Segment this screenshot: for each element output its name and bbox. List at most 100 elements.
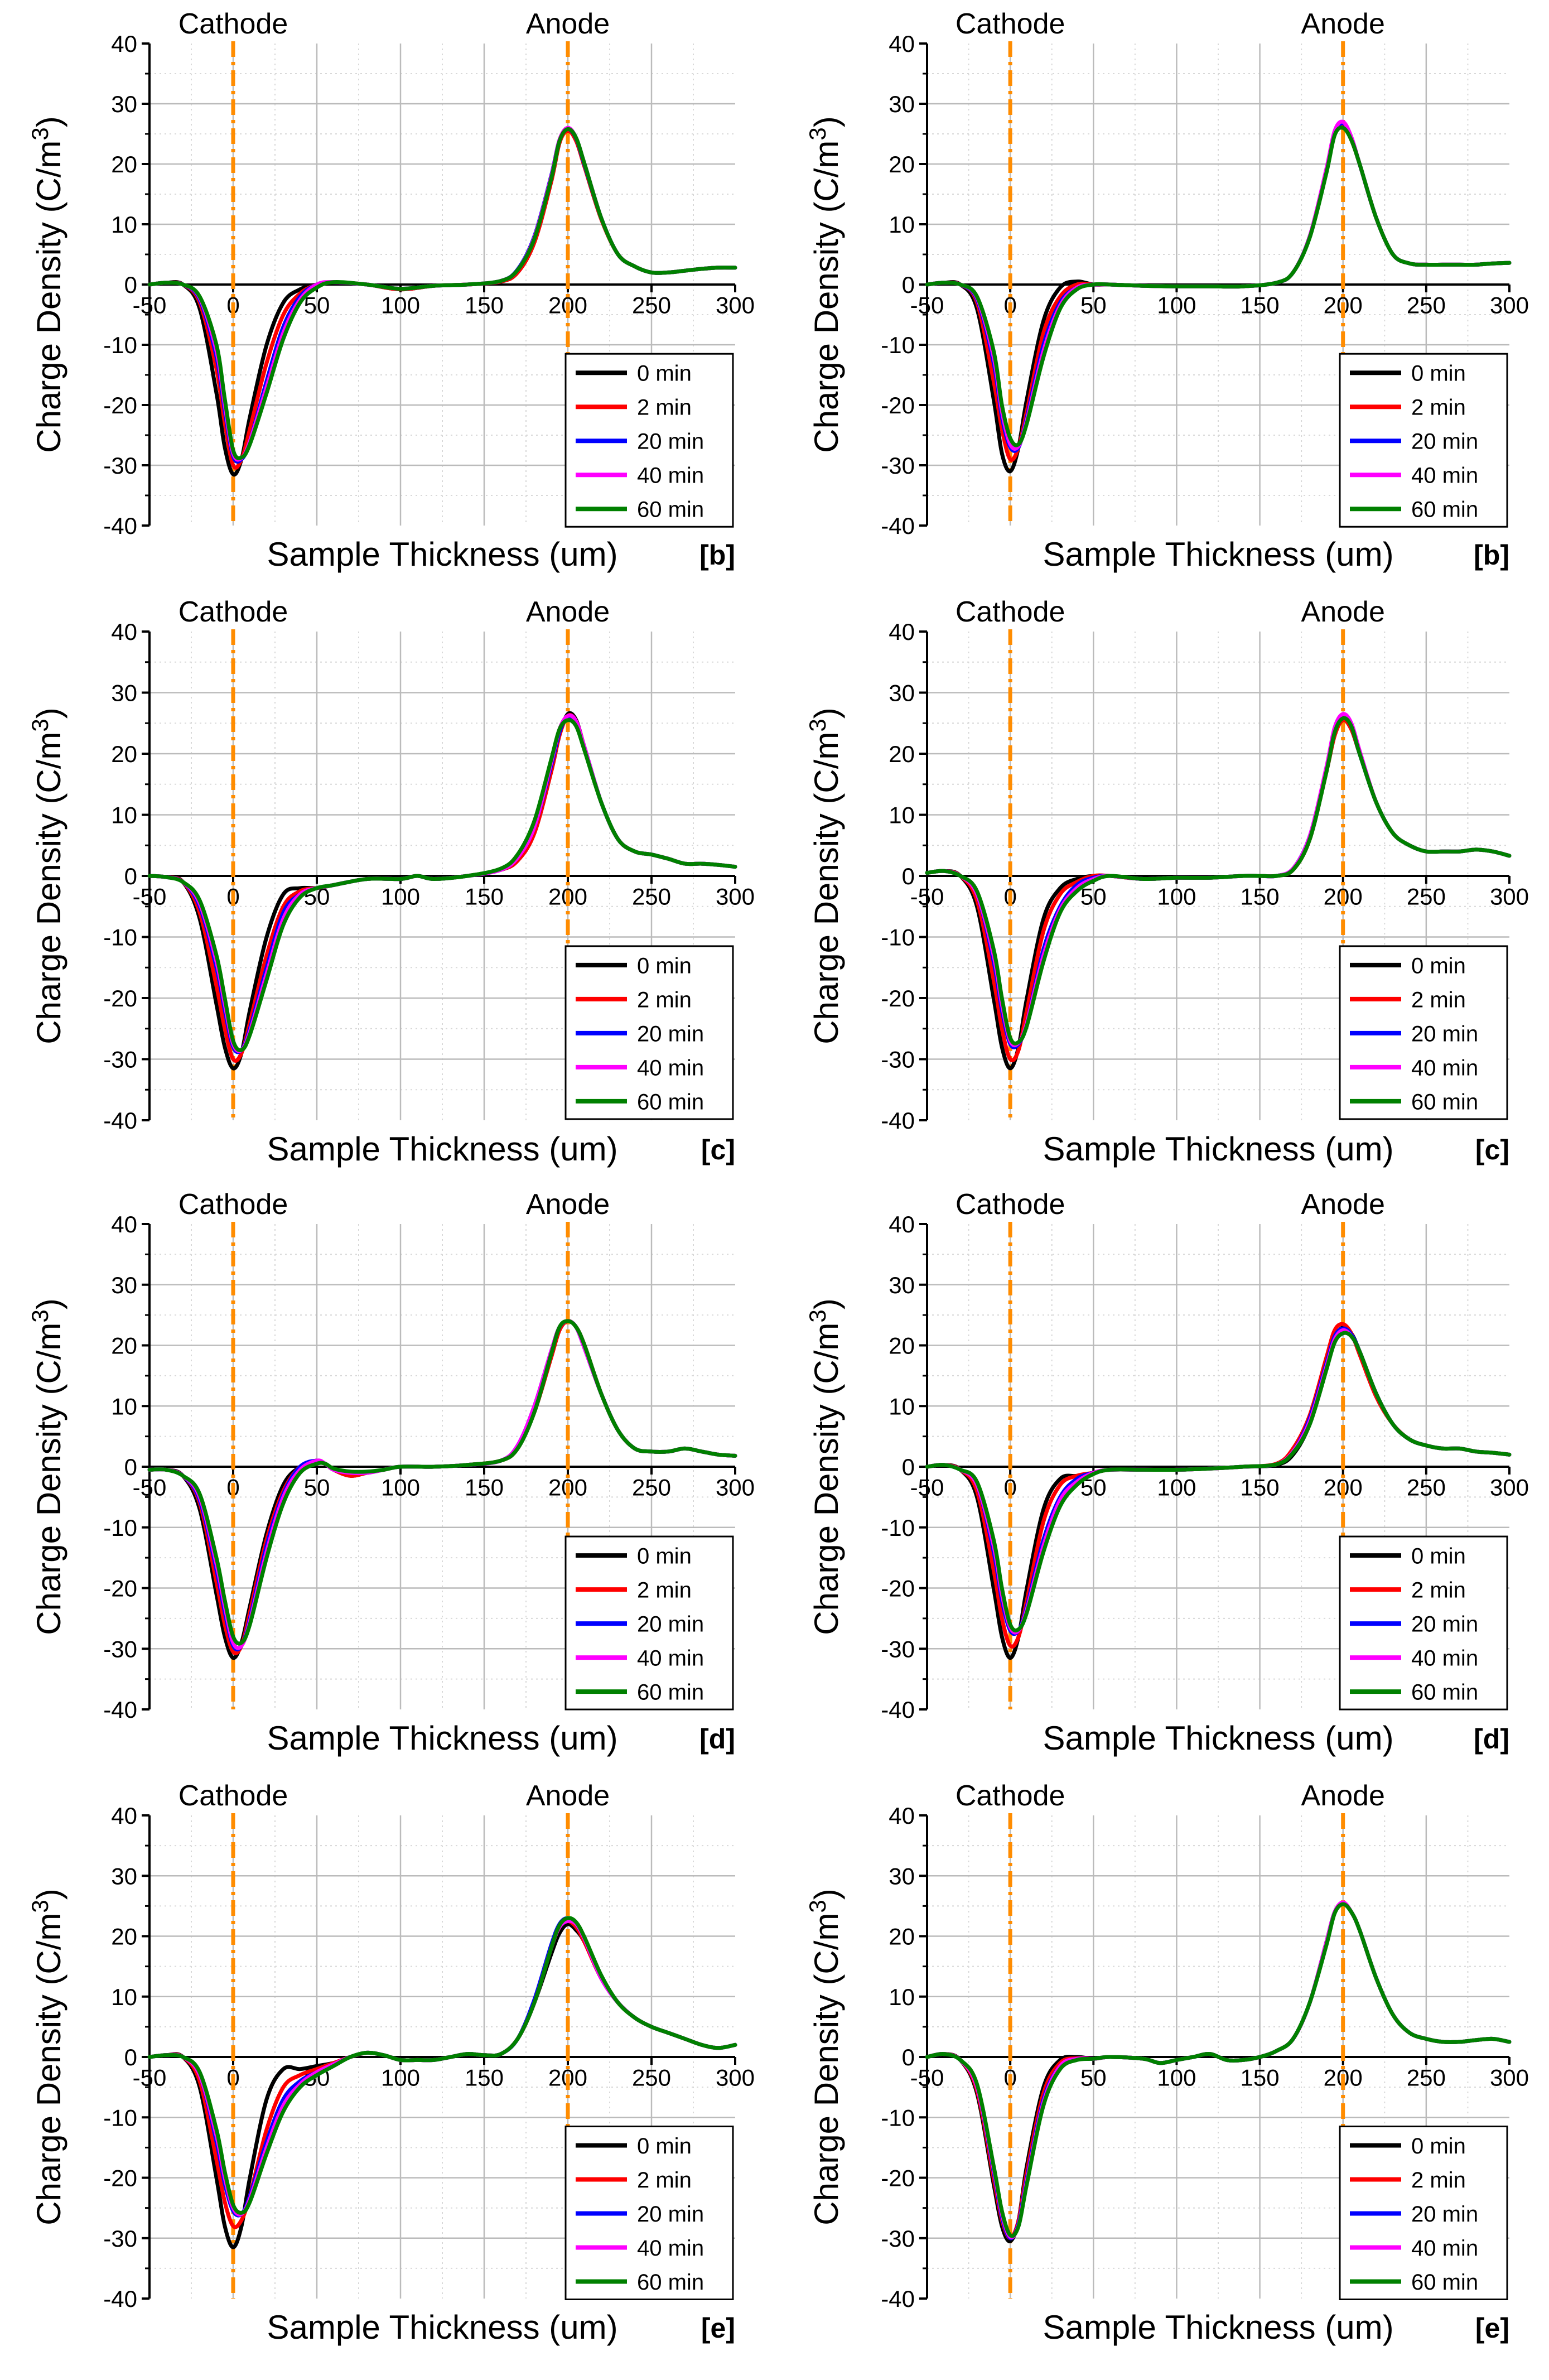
y-axis-title-main: Charge Density (C/m <box>30 1323 67 1635</box>
legend-item-label: 0 min <box>637 362 692 386</box>
anode-label: Anode <box>526 596 610 628</box>
y-tick-label: 10 <box>889 211 915 238</box>
y-axis-title-main: Charge Density (C/m <box>808 1323 845 1635</box>
x-tick-label: 150 <box>1241 292 1280 319</box>
y-tick-label: -30 <box>103 1636 137 1662</box>
legend-item-label: 40 min <box>637 1056 704 1080</box>
y-tick-label: -10 <box>881 332 915 358</box>
y-tick-label: 0 <box>902 1454 915 1480</box>
y-tick-label: 40 <box>111 1803 137 1829</box>
chart-panel: -40-30-20-10010203040-500501001502002503… <box>804 1188 1529 1757</box>
x-tick-label: 250 <box>632 292 671 319</box>
chart-panel: -40-30-20-10010203040-500501001502002503… <box>27 8 755 573</box>
x-tick-label: 300 <box>716 1475 755 1501</box>
x-tick-label: 150 <box>465 2065 504 2091</box>
y-tick-label: -10 <box>881 924 915 951</box>
y-tick-label: -20 <box>103 2165 137 2191</box>
x-tick-label: 50 <box>1080 2065 1107 2091</box>
y-axis-title-superscript: 3 <box>804 1900 831 1912</box>
chart-panel: -40-30-20-10010203040-500501001502002503… <box>27 596 755 1168</box>
y-axis-title-superscript: 3 <box>27 1309 53 1322</box>
y-axis-title-end: ) <box>30 1298 67 1309</box>
y-tick-label: 30 <box>889 680 915 706</box>
legend-item-label: 60 min <box>1411 2270 1478 2295</box>
y-axis-title-end: ) <box>808 116 845 127</box>
cathode-label: Cathode <box>956 1780 1065 1812</box>
legend-item-label: 40 min <box>1411 1056 1478 1080</box>
x-axis-title: Sample Thickness (um) <box>1043 1719 1393 1757</box>
y-tick-label: -40 <box>103 2286 137 2312</box>
y-axis-title-end: ) <box>808 707 845 719</box>
y-tick-label: 10 <box>889 1393 915 1419</box>
y-tick-label: 20 <box>111 1924 137 1950</box>
cathode-label: Cathode <box>956 596 1065 628</box>
y-tick-label: 20 <box>111 1333 137 1359</box>
legend-item-label: 2 min <box>1411 2168 1466 2193</box>
y-axis-title-superscript: 3 <box>804 719 831 731</box>
anode-label: Anode <box>1301 1188 1385 1221</box>
y-tick-label: 0 <box>902 2044 915 2070</box>
y-tick-label: -20 <box>103 985 137 1011</box>
y-axis-title-superscript: 3 <box>27 127 53 140</box>
x-tick-label: 150 <box>465 1475 504 1501</box>
panel-label: [e] <box>1475 2312 1509 2344</box>
y-tick-label: 40 <box>889 1803 915 1829</box>
y-tick-label: 40 <box>889 619 915 645</box>
y-tick-label: 30 <box>111 91 137 117</box>
x-tick-label: 50 <box>1080 884 1107 910</box>
legend: 0 min 2 min 20 min 40 min 60 min <box>1339 353 1508 528</box>
legend-item-label: 40 min <box>637 464 704 488</box>
legend-item-label: 0 min <box>1411 1544 1466 1568</box>
anode-label: Anode <box>526 1780 610 1812</box>
x-tick-label: -50 <box>133 884 167 910</box>
panel-label: [b] <box>1474 539 1509 571</box>
anode-label: Anode <box>526 1188 610 1221</box>
panels-container: -40-30-20-10010203040-500501001502002503… <box>27 8 1529 2346</box>
y-tick-label: -30 <box>881 2225 915 2252</box>
legend: 0 min 2 min 20 min 40 min 60 min <box>564 353 734 528</box>
x-tick-label: 150 <box>1241 1475 1280 1501</box>
y-tick-label: 20 <box>111 151 137 177</box>
anode-label: Anode <box>1301 8 1385 40</box>
x-tick-label: 100 <box>1157 1475 1196 1501</box>
series-line-60-min <box>925 1331 1512 1633</box>
legend-item-label: 2 min <box>637 396 692 420</box>
legend-item-label: 60 min <box>637 1680 704 1704</box>
legend-item-label: 40 min <box>1411 2236 1478 2261</box>
x-tick-label: 250 <box>632 884 671 910</box>
legend-item-label: 20 min <box>1411 1022 1478 1046</box>
x-axis-title: Sample Thickness (um) <box>267 1130 617 1168</box>
legend-item-label: 20 min <box>1411 430 1478 454</box>
legend-item-label: 20 min <box>1411 2202 1478 2227</box>
legend-item-label: 60 min <box>637 1090 704 1114</box>
y-tick-label: 10 <box>111 802 137 828</box>
y-tick-label: 0 <box>124 1454 137 1480</box>
x-tick-label: 250 <box>1407 2065 1446 2091</box>
y-tick-label: -10 <box>103 924 137 951</box>
y-tick-label: 40 <box>889 1211 915 1237</box>
y-tick-label: -40 <box>881 513 915 539</box>
chart-panel: -40-30-20-10010203040-500501001502002503… <box>27 1188 755 1757</box>
panel-label: [c] <box>1475 1134 1509 1165</box>
y-tick-label: 0 <box>124 863 137 889</box>
y-tick-label: -10 <box>103 332 137 358</box>
y-axis-title: Charge Density (C/m3) <box>27 1888 67 2225</box>
y-axis-title-superscript: 3 <box>804 127 831 140</box>
series-line-60-min <box>925 716 1512 1046</box>
x-tick-label: -50 <box>910 2065 944 2091</box>
y-tick-label: -10 <box>103 1515 137 1541</box>
y-axis-title: Charge Density (C/m3) <box>27 707 67 1044</box>
y-axis-title-end: ) <box>30 707 67 719</box>
x-tick-label: 250 <box>632 2065 671 2091</box>
y-axis-title: Charge Density (C/m3) <box>804 1888 845 2225</box>
x-axis-title: Sample Thickness (um) <box>1043 1130 1393 1168</box>
y-tick-label: 30 <box>111 1272 137 1298</box>
x-tick-label: 100 <box>1157 2065 1196 2091</box>
y-tick-label: 10 <box>111 211 137 238</box>
y-tick-label: 0 <box>124 2044 137 2070</box>
series-line-60-min <box>925 126 1512 447</box>
y-tick-label: -40 <box>881 1697 915 1723</box>
y-tick-label: 10 <box>889 802 915 828</box>
x-axis-title: Sample Thickness (um) <box>267 536 617 573</box>
